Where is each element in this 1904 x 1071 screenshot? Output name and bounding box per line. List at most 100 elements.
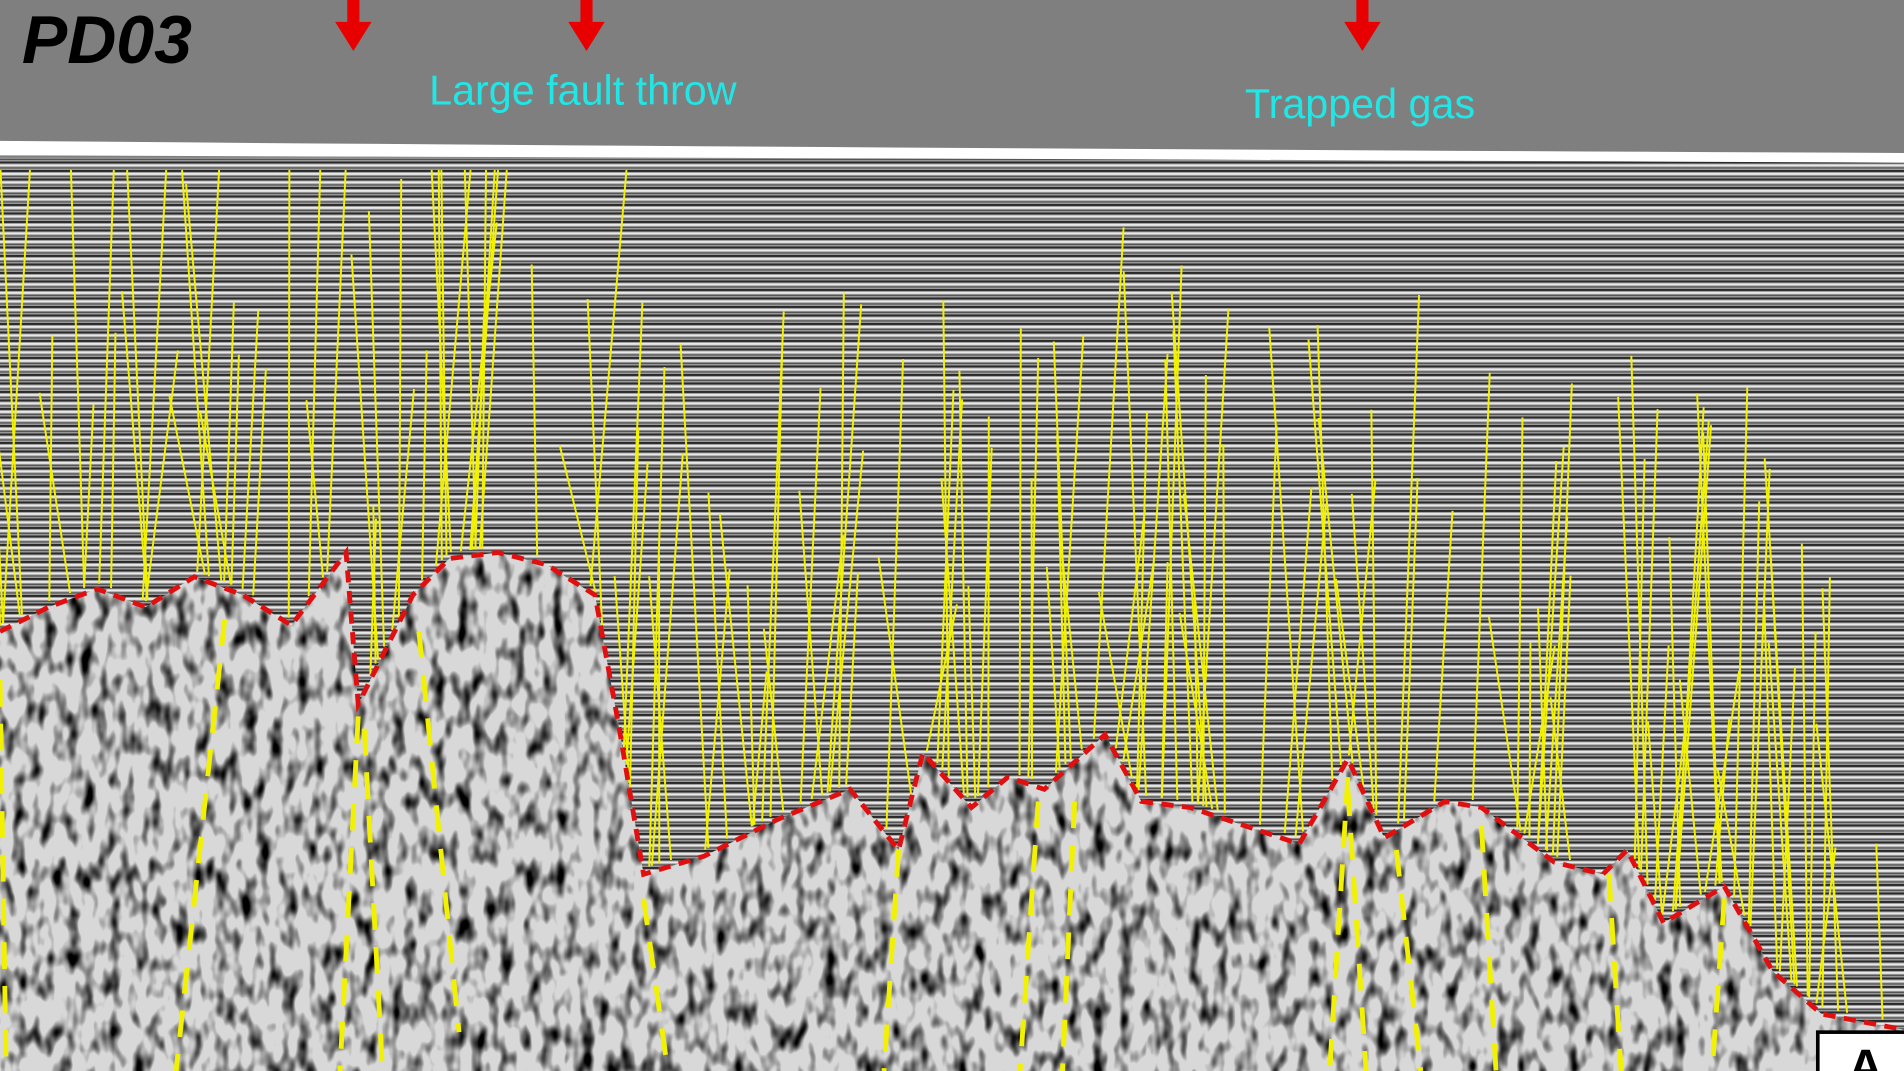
fault <box>0 169 23 615</box>
fault <box>1397 294 1421 824</box>
fault <box>391 388 415 631</box>
fault <box>1733 387 1749 898</box>
fault <box>707 492 728 839</box>
fault <box>223 302 235 582</box>
fault <box>1674 425 1713 910</box>
fault <box>1749 468 1771 927</box>
fault <box>98 169 115 584</box>
deep-fault <box>1606 874 1624 1071</box>
deep-fault <box>1394 849 1424 1071</box>
fault <box>1433 510 1454 802</box>
fault <box>1551 383 1573 856</box>
fault <box>1114 509 1146 749</box>
fault <box>126 169 149 600</box>
fault <box>1747 501 1761 924</box>
fault <box>838 292 845 788</box>
fault <box>69 169 86 588</box>
basement-horizon <box>0 545 1904 1033</box>
fault <box>1347 479 1377 756</box>
fault <box>679 343 710 849</box>
fault <box>1471 372 1491 801</box>
fault <box>326 169 347 572</box>
fault <box>252 368 267 596</box>
section-title: PD03 <box>22 2 192 78</box>
fault <box>1528 642 1532 838</box>
annotation: Large fault throw <box>429 67 737 113</box>
fault <box>761 311 785 822</box>
fault <box>828 450 865 792</box>
fault <box>885 359 905 829</box>
fault <box>967 586 977 799</box>
fault <box>1821 577 1831 1009</box>
fault <box>1875 843 1884 1020</box>
fault <box>1762 595 1779 970</box>
fault <box>769 353 784 817</box>
deep-fault <box>641 898 671 1071</box>
fault <box>751 671 768 826</box>
fault <box>430 169 452 553</box>
deep-fault <box>1017 801 1041 1071</box>
fault <box>478 169 508 549</box>
fault <box>459 222 498 552</box>
fault <box>586 299 604 629</box>
fault <box>144 350 179 602</box>
fault <box>1092 227 1125 739</box>
fault <box>141 169 168 600</box>
fault <box>718 513 753 827</box>
fault <box>1668 537 1682 907</box>
fault <box>799 388 822 804</box>
seafloor <box>0 140 1904 163</box>
deep-fault <box>361 728 385 1071</box>
fault <box>648 576 672 861</box>
deep-fault <box>1345 789 1369 1071</box>
fault <box>650 453 684 866</box>
fault <box>367 211 386 647</box>
fault <box>1222 444 1226 814</box>
fault <box>1045 566 1061 770</box>
fault <box>1763 458 1798 987</box>
deep-fault <box>0 679 9 1069</box>
fault <box>1018 328 1022 775</box>
fault <box>1516 417 1524 829</box>
fault <box>185 183 223 581</box>
fault <box>1815 723 1849 1013</box>
deep-fault <box>881 849 901 1071</box>
fault <box>121 291 149 601</box>
arrows <box>335 0 1381 51</box>
fault <box>941 399 964 769</box>
fault <box>1059 538 1083 750</box>
deep-fault <box>1060 801 1078 1071</box>
fault <box>1056 434 1067 765</box>
fault <box>558 444 597 593</box>
fault <box>1674 406 1705 910</box>
fault <box>230 354 240 585</box>
fault <box>38 392 72 594</box>
fault <box>1258 425 1278 825</box>
fault <box>287 169 291 618</box>
fault <box>1678 679 1702 895</box>
fault <box>1122 560 1155 762</box>
fault <box>1202 375 1207 806</box>
fault <box>826 304 863 793</box>
fault <box>625 461 649 765</box>
fault <box>530 264 539 557</box>
fault <box>1808 631 1817 998</box>
fault <box>1054 334 1085 773</box>
fault <box>1027 357 1040 778</box>
deep-fault <box>416 631 462 1033</box>
fault <box>1402 478 1419 821</box>
fault <box>1661 723 1687 915</box>
fault <box>1335 578 1365 787</box>
fault <box>704 569 731 850</box>
fault <box>1294 503 1328 837</box>
fault <box>440 169 448 556</box>
fault <box>1537 446 1565 844</box>
fault <box>1136 411 1148 788</box>
fault <box>110 332 117 589</box>
fault <box>1536 461 1558 844</box>
fault <box>369 518 377 674</box>
fault <box>481 169 487 549</box>
fault <box>958 370 969 798</box>
